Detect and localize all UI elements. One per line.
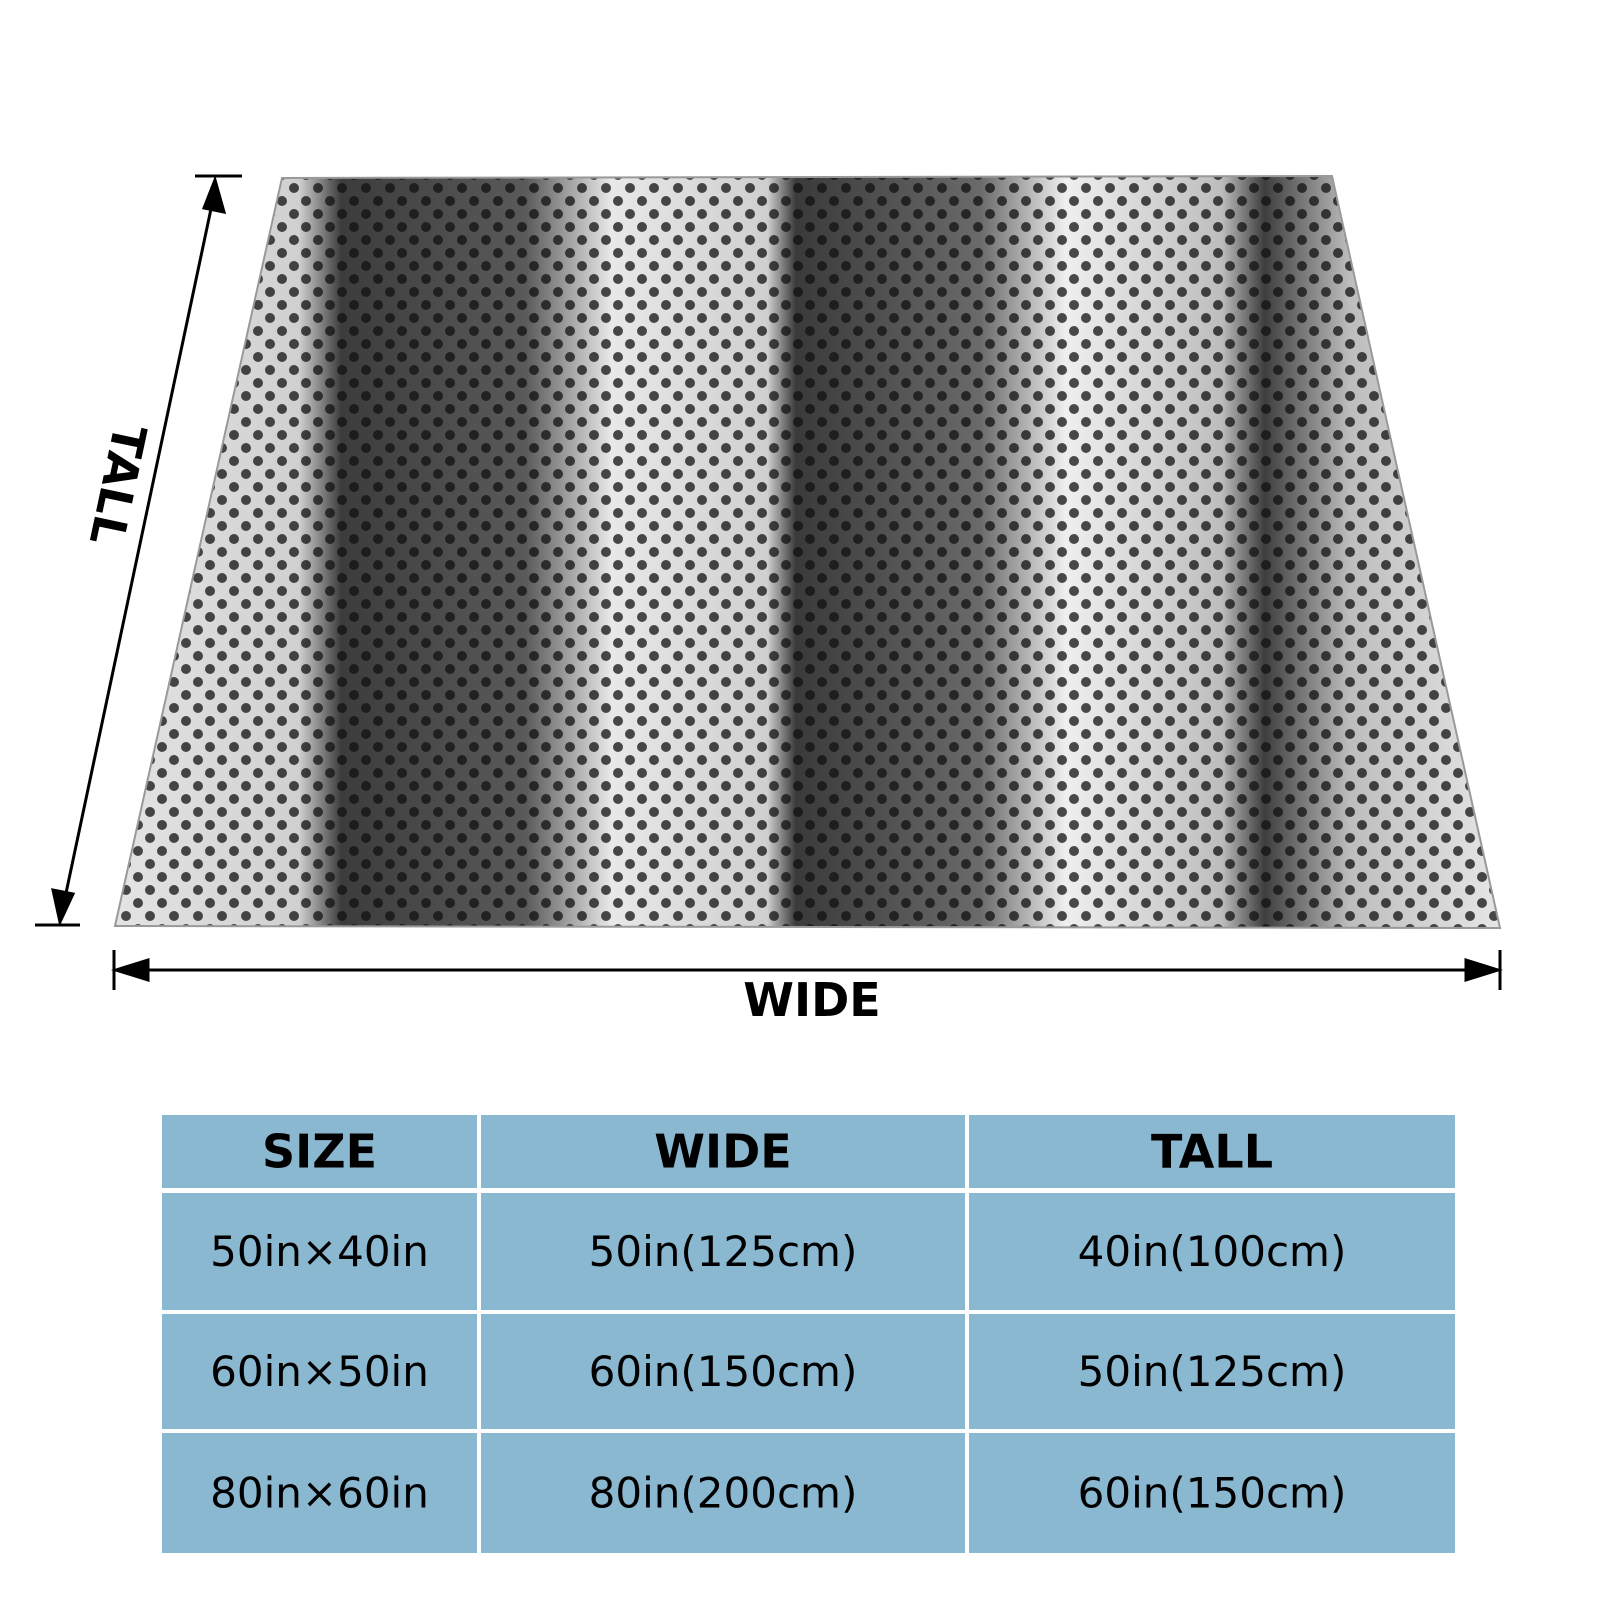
table-cell bbox=[162, 1314, 477, 1429]
table-cell bbox=[162, 1433, 477, 1553]
table-cell bbox=[481, 1314, 965, 1429]
tall-label: TALL bbox=[79, 420, 157, 551]
table-value: 60in(150cm) bbox=[589, 1347, 858, 1396]
table-cell bbox=[969, 1193, 1455, 1310]
table-header: SIZE bbox=[262, 1125, 377, 1179]
size-table: SIZE WIDE TALL 50in×40in 50in(125cm) 40in(100… bbox=[162, 1115, 1455, 1553]
table-cell bbox=[481, 1115, 965, 1188]
table-value: 50in(125cm) bbox=[589, 1227, 858, 1276]
table-cell bbox=[969, 1115, 1455, 1188]
table-value: 40in(100cm) bbox=[1078, 1227, 1347, 1276]
blanket bbox=[115, 176, 1500, 928]
table-cell bbox=[481, 1433, 965, 1553]
table-value: 80in(200cm) bbox=[589, 1469, 858, 1518]
table-cell bbox=[969, 1433, 1455, 1553]
table-header: WIDE bbox=[654, 1125, 791, 1179]
table-cell bbox=[969, 1314, 1455, 1429]
table-cell bbox=[162, 1193, 477, 1310]
table-cell bbox=[162, 1115, 477, 1188]
table-cell bbox=[481, 1193, 965, 1310]
table-header: TALL bbox=[1151, 1125, 1273, 1179]
table-value: 80in×60in bbox=[210, 1469, 429, 1518]
blanket-edge bbox=[113, 174, 1502, 930]
tall-arrow bbox=[35, 174, 242, 927]
wide-arrow bbox=[110, 950, 1504, 990]
table-value: 60in×50in bbox=[210, 1347, 429, 1396]
table-value: 60in(150cm) bbox=[1078, 1469, 1347, 1518]
wide-label: WIDE bbox=[743, 973, 880, 1027]
table-value: 50in×40in bbox=[210, 1227, 429, 1276]
table-value: 50in(125cm) bbox=[1078, 1347, 1347, 1396]
